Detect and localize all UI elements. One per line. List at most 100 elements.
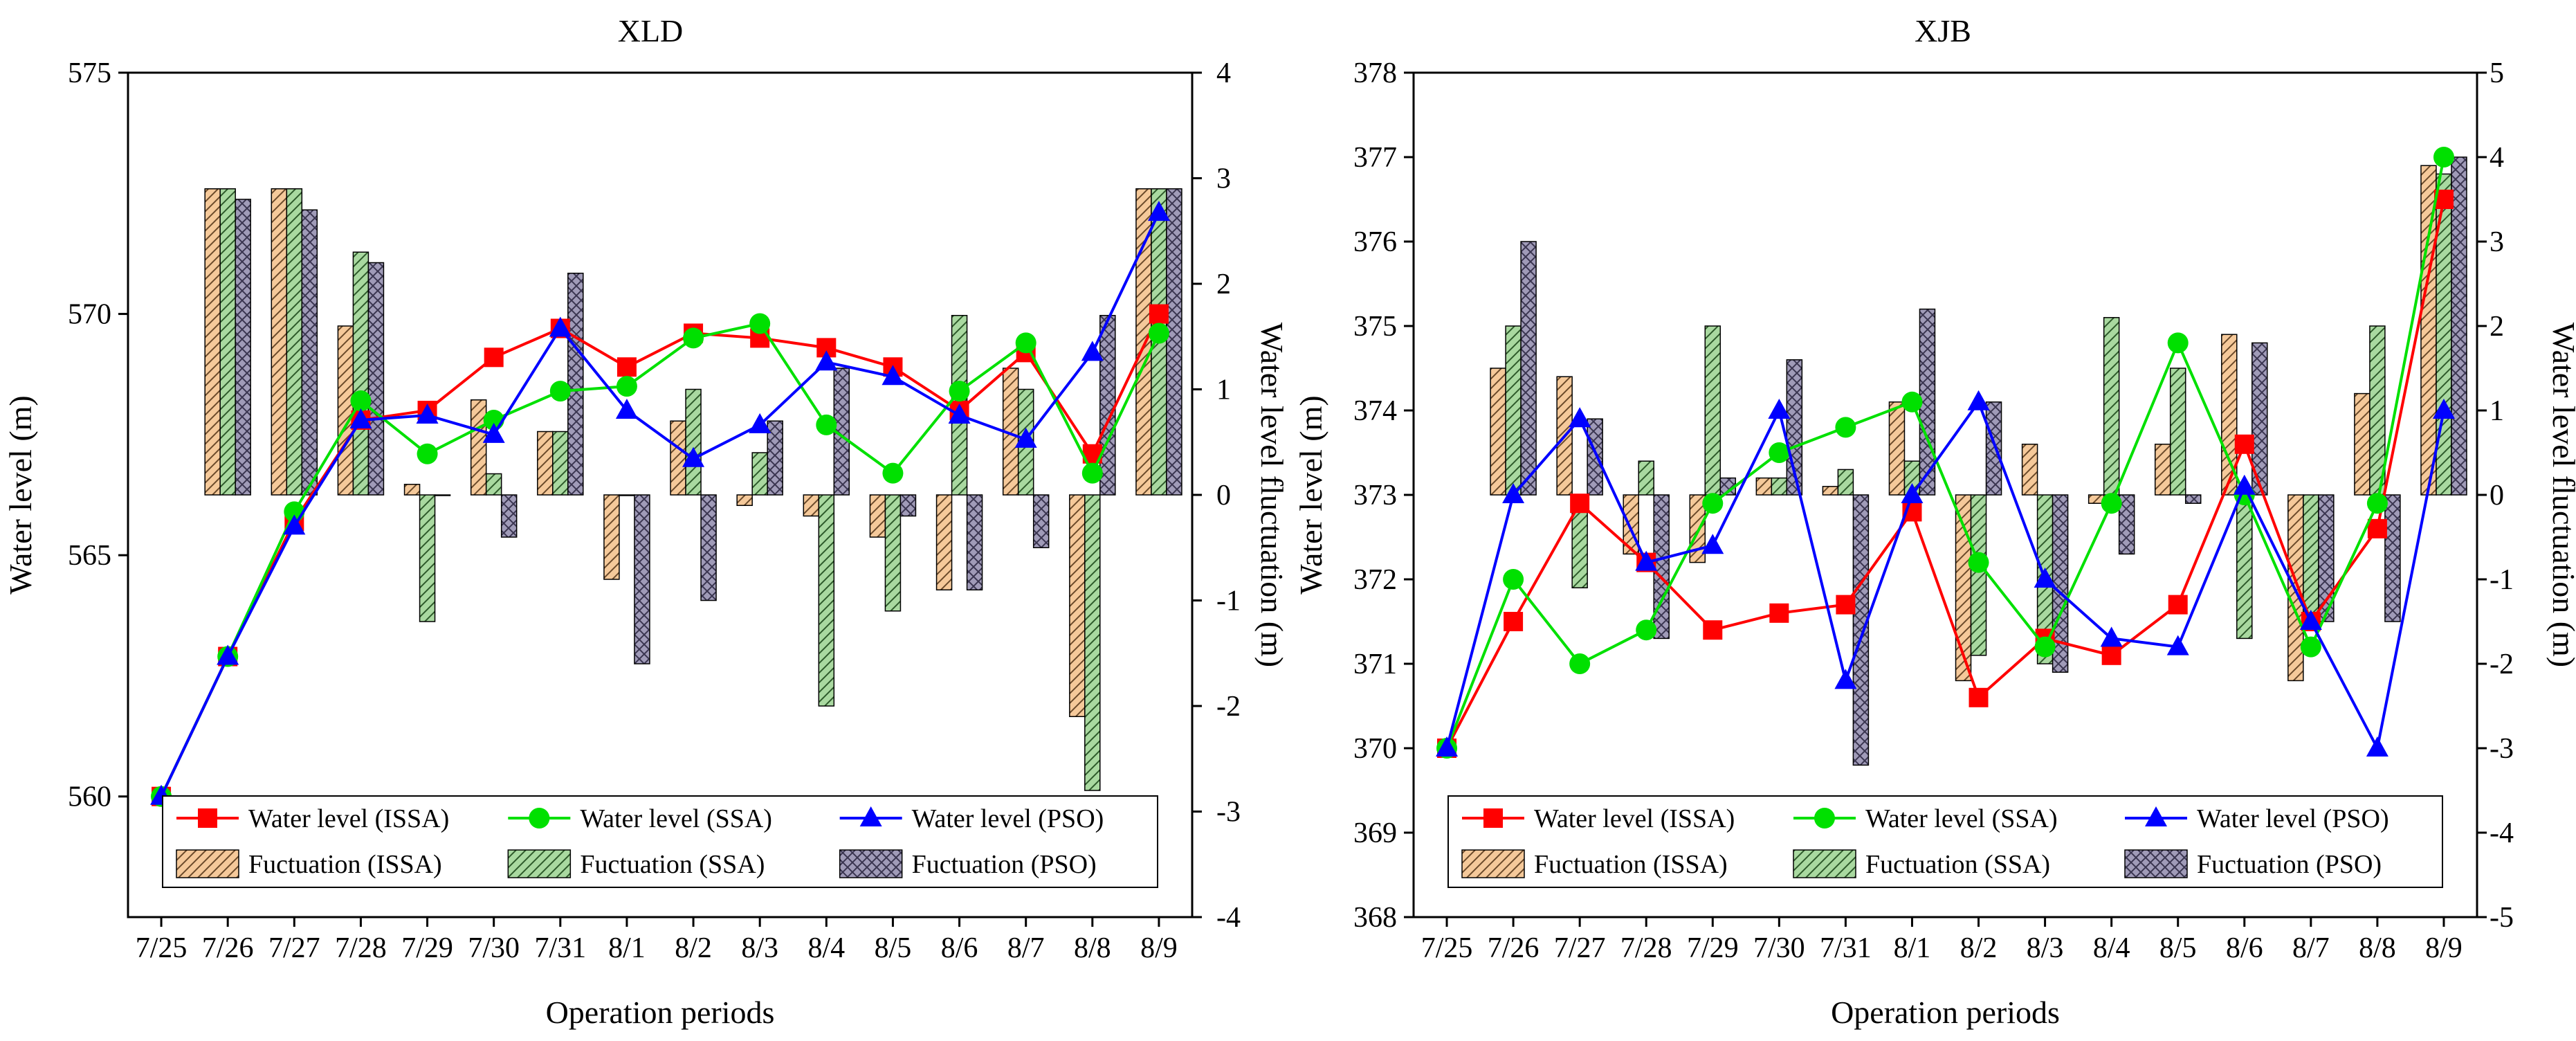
- bar-fuctuation-pso: [899, 494, 917, 517]
- point-circle: [816, 414, 837, 435]
- bar-fuctuation-pso: [2318, 494, 2335, 622]
- legend-entry: Water level (SSA): [1865, 804, 2058, 833]
- y2-tick-label: 5: [2490, 57, 2504, 89]
- point-square: [2168, 595, 2188, 615]
- line-water-level-ssa: [1445, 156, 2445, 749]
- legend-marker: [198, 808, 217, 828]
- point-square: [1149, 304, 1169, 324]
- bar-fuctuation-pso: [434, 494, 451, 496]
- point-triangle: [682, 446, 705, 467]
- point-triangle: [217, 644, 239, 665]
- legend-bar-swatch: [176, 849, 239, 878]
- point-square: [2101, 645, 2121, 665]
- line-water-level-issa: [1445, 199, 2445, 749]
- legend-bar-swatch: [507, 849, 572, 878]
- y2-tick-label: -5: [2490, 902, 2514, 934]
- legend-entry: Fuctuation (SSA): [1865, 850, 2050, 879]
- x-axis-label: Operation periods: [1831, 995, 2060, 1030]
- point-triangle: [1768, 399, 1791, 419]
- legend-entry: Fuctuation (PSO): [912, 850, 1097, 879]
- bar-fuctuation-issa: [2154, 444, 2171, 496]
- x-tick-label: 8/8: [2359, 932, 2396, 964]
- legend-entry: Water level (ISSA): [248, 804, 449, 833]
- x-tick-label: 7/29: [401, 932, 453, 964]
- bar-fuctuation-ssa: [485, 473, 502, 496]
- y-tick-label: 378: [1353, 57, 1397, 89]
- point-circle: [1015, 332, 1036, 354]
- y2-tick-label: -3: [2490, 733, 2514, 765]
- point-circle: [949, 381, 970, 402]
- y2-tick-label: -2: [2490, 649, 2514, 680]
- x-tick-label: 7/26: [1488, 932, 1540, 964]
- legend-marker: [1814, 808, 1835, 829]
- point-circle: [2101, 493, 2122, 514]
- y2-tick-label: -4: [1216, 902, 1241, 934]
- bar-fuctuation-issa: [470, 399, 487, 496]
- bar-fuctuation-pso: [1166, 188, 1182, 496]
- bar-fuctuation-ssa: [1505, 325, 1522, 496]
- chart-title: XLD: [618, 13, 684, 48]
- legend-bar-swatch: [2124, 849, 2188, 878]
- bar-fuctuation-issa: [2021, 444, 2038, 496]
- point-square: [1968, 687, 1989, 707]
- y-tick-label: 371: [1353, 649, 1397, 680]
- point-circle: [1503, 569, 1524, 590]
- bar-fuctuation-pso: [500, 494, 518, 538]
- bar-fuctuation-pso: [567, 273, 584, 496]
- x-tick-label: 7/27: [268, 932, 320, 964]
- bar-fuctuation-ssa: [552, 431, 569, 496]
- bar-fuctuation-issa: [337, 325, 354, 496]
- point-circle: [616, 376, 637, 397]
- y-tick-label: 575: [68, 57, 111, 89]
- point-triangle: [2100, 626, 2123, 647]
- bar-fuctuation-ssa: [818, 494, 835, 707]
- x-tick-label: 7/28: [1620, 932, 1672, 964]
- line-water-level-pso: [160, 212, 1160, 797]
- y2-tick-label: -3: [1216, 797, 1241, 829]
- point-triangle: [948, 403, 971, 424]
- bar-fuctuation-ssa: [1638, 460, 1654, 496]
- y-tick-label: 570: [68, 299, 111, 331]
- y2-tick-label: 2: [2490, 311, 2504, 343]
- x-tick-label: 8/3: [741, 932, 778, 964]
- y-tick-label: 376: [1353, 226, 1397, 258]
- bar-fuctuation-pso: [1852, 494, 1870, 766]
- bar-fuctuation-pso: [235, 199, 251, 496]
- legend-bar-swatch: [1461, 849, 1525, 878]
- point-triangle: [1635, 550, 1658, 571]
- point-triangle: [1081, 341, 1104, 361]
- point-triangle: [2233, 474, 2256, 495]
- bar-fuctuation-issa: [670, 420, 686, 496]
- point-triangle: [1569, 407, 1591, 428]
- legend-bar-swatch: [839, 849, 903, 878]
- bar-fuctuation-ssa: [1704, 325, 1721, 496]
- bar-fuctuation-ssa: [1970, 494, 1987, 656]
- point-square: [1769, 603, 1789, 623]
- bar-fuctuation-pso: [1985, 401, 2002, 496]
- y2-tick-label: 1: [2490, 395, 2504, 427]
- x-tick-label: 8/7: [1007, 932, 1045, 964]
- x-tick-label: 8/6: [2226, 932, 2263, 964]
- y-tick-label: 373: [1353, 480, 1397, 512]
- bar-fuctuation-issa: [1822, 486, 1839, 496]
- point-circle: [417, 443, 438, 464]
- point-triangle: [1701, 534, 1724, 554]
- point-circle: [1901, 391, 1923, 413]
- legend-entry: Fuctuation (SSA): [580, 850, 765, 879]
- bar-fuctuation-pso: [2451, 156, 2467, 496]
- legend-marker: [529, 808, 550, 829]
- x-tick-label: 8/9: [2425, 932, 2463, 964]
- point-triangle: [1834, 669, 1857, 689]
- y2-tick-label: -4: [2490, 817, 2514, 849]
- x-tick-label: 8/3: [2027, 932, 2064, 964]
- bar-fuctuation-issa: [1490, 368, 1506, 496]
- x-tick-label: 8/7: [2292, 932, 2330, 964]
- point-circle: [2366, 493, 2388, 514]
- x-tick-label: 8/4: [807, 932, 845, 964]
- legend-marker: [1483, 808, 1503, 828]
- y-axis-label: Water level (m): [1293, 395, 1328, 594]
- point-triangle: [1147, 201, 1170, 221]
- legend-entry: Water level (PSO): [912, 804, 1104, 833]
- y-tick-label: 374: [1353, 395, 1397, 427]
- x-tick-label: 7/31: [1820, 932, 1872, 964]
